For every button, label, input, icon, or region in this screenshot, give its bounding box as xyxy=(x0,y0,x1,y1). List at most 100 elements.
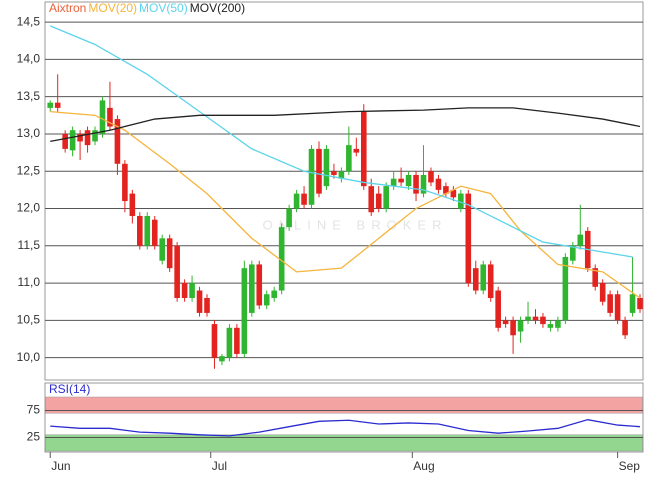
candle-body xyxy=(122,163,128,202)
line xyxy=(50,107,641,143)
candle-body xyxy=(151,219,158,246)
candle-body xyxy=(383,186,389,209)
candle-body xyxy=(525,316,531,321)
line xyxy=(49,25,633,258)
candle-body xyxy=(547,324,554,328)
candle-body xyxy=(263,294,270,306)
candle-body xyxy=(159,238,166,261)
candle-body xyxy=(390,178,397,187)
candle-body xyxy=(428,171,434,183)
x-tick-label: Jul xyxy=(212,459,227,473)
candle-body xyxy=(443,186,449,194)
candle-body xyxy=(137,215,143,246)
candle-body xyxy=(562,256,569,321)
candle-body xyxy=(450,189,457,198)
candle-body xyxy=(196,290,203,313)
candle-body xyxy=(62,133,68,149)
candle-body xyxy=(614,294,621,321)
candle-body xyxy=(413,174,419,194)
candle-body xyxy=(114,119,121,164)
candle-body xyxy=(234,327,240,354)
candle-body xyxy=(532,316,539,321)
y-tick-label: 14,0 xyxy=(17,52,41,66)
candle-body xyxy=(204,297,210,313)
candle-body xyxy=(241,268,248,354)
candle-body xyxy=(592,268,599,287)
band xyxy=(45,396,643,414)
legend-entry: MOV(50) xyxy=(139,1,188,15)
candle-body xyxy=(331,171,337,175)
candle-body xyxy=(77,133,83,142)
candle-body xyxy=(495,290,501,328)
candle-body xyxy=(278,227,285,291)
y-tick-label: 14,5 xyxy=(17,14,41,28)
candle-body xyxy=(144,215,151,246)
y-tick-label: 12,0 xyxy=(17,201,41,215)
candle-body xyxy=(510,320,516,336)
candle-body xyxy=(607,294,613,313)
candle-body xyxy=(435,178,442,190)
candle-body xyxy=(458,193,464,209)
y-tick-label: 10,5 xyxy=(17,313,41,327)
legend-entry: Aixtron xyxy=(49,1,86,15)
band xyxy=(45,434,643,452)
candle-body xyxy=(84,130,91,146)
candle-body xyxy=(502,320,509,325)
candle-body xyxy=(346,145,352,172)
candle-body xyxy=(375,193,382,209)
candle-body xyxy=(487,264,494,298)
candle-body xyxy=(107,107,113,127)
candle-body xyxy=(360,111,367,187)
candle-body xyxy=(308,148,315,205)
candle-body xyxy=(420,174,427,194)
y-tick-label: 13,5 xyxy=(17,89,41,103)
legend-entry: MOV(200) xyxy=(190,1,245,15)
candle-body xyxy=(189,283,195,298)
candle-body xyxy=(405,174,412,187)
y-tick-label: 10,0 xyxy=(17,350,41,364)
candle-body xyxy=(517,320,524,332)
line xyxy=(50,419,641,437)
candle-body xyxy=(398,178,404,183)
x-tick-label: Jun xyxy=(51,459,70,473)
candle-body xyxy=(69,130,76,151)
candle-body xyxy=(323,148,330,187)
candle-body xyxy=(316,148,322,194)
y-tick-label: 11,5 xyxy=(18,238,41,252)
x-tick-label: Sep xyxy=(619,459,641,473)
candle-body xyxy=(599,283,606,302)
candle-body xyxy=(99,100,106,134)
candle-body xyxy=(465,193,472,284)
candle-body xyxy=(286,208,292,228)
candle-body xyxy=(480,264,487,291)
y-tick-label: 25 xyxy=(27,430,41,444)
candle-body xyxy=(256,264,263,306)
candle-body xyxy=(226,327,233,358)
candle-body xyxy=(629,294,636,313)
candle-body xyxy=(555,320,561,328)
candle-body xyxy=(54,102,61,108)
candle-body xyxy=(47,102,54,108)
y-tick-label: 12,5 xyxy=(17,163,41,177)
candle-body xyxy=(570,245,576,261)
candle-body xyxy=(211,324,218,358)
y-tick-label: 13,0 xyxy=(17,126,41,140)
watermark: ONLINE BROKER xyxy=(263,217,448,232)
x-tick-label: Aug xyxy=(413,459,434,473)
candle-body xyxy=(637,297,643,310)
candle-body xyxy=(271,290,277,298)
candle-body xyxy=(248,264,255,313)
line xyxy=(50,110,641,299)
y-tick-label: 11,0 xyxy=(18,275,41,289)
price-panel xyxy=(44,1,644,381)
candle-body xyxy=(219,356,225,362)
candle-body xyxy=(353,148,360,153)
candle-body xyxy=(472,268,479,291)
candle-body xyxy=(92,130,98,142)
candle-body xyxy=(622,320,628,336)
candle-body xyxy=(181,283,188,298)
candle-body xyxy=(368,186,375,213)
y-tick-label: 75 xyxy=(27,403,41,417)
candle-body xyxy=(301,193,307,205)
